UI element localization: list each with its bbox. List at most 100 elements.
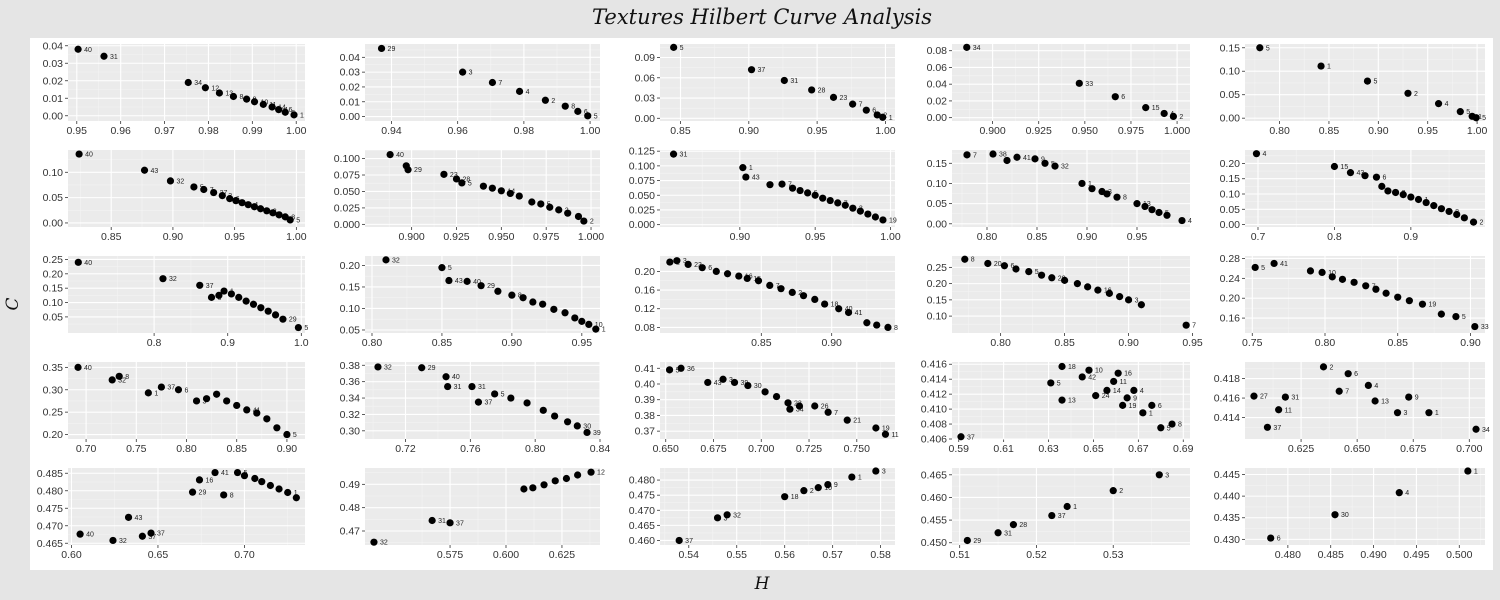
point-label: 8: [291, 214, 295, 221]
point-label: 4: [1140, 388, 1144, 395]
x-tick-label: 0.98: [514, 125, 535, 137]
data-point: [1407, 193, 1415, 201]
point-label: 7: [498, 80, 502, 87]
panel-4: 0.900 0.925 0.950 0.975 1.000 0.00 0.02 0.04 0.0…: [927, 43, 1190, 137]
y-tick-label: 0.30: [43, 384, 64, 396]
y-tick-label: 0.000: [629, 219, 655, 231]
data-point: [1422, 198, 1430, 207]
x-tick-label: 1.000: [1164, 125, 1190, 137]
point-label: 1: [300, 112, 304, 119]
point-label: 40: [84, 365, 92, 372]
y-tick-label: 0.475: [629, 490, 655, 502]
data-point: [564, 209, 572, 217]
x-tick-label: 0.65: [148, 549, 169, 561]
y-tick-label: 0.20: [43, 429, 64, 441]
x-tick-label: 0.95: [1182, 337, 1203, 349]
panel-19: 0.59 0.61 0.63 0.65 0.67 0.69 0.406 0.408 0.410 0…: [921, 359, 1194, 455]
panel-10: 0.70.80.90.000.050.100.150.204154363182: [1220, 150, 1485, 243]
y-tick-label: 0.05: [43, 311, 64, 323]
data-point: [824, 408, 832, 416]
point-label: 24: [1102, 393, 1110, 400]
point-label: 32: [119, 538, 127, 545]
data-point: [192, 397, 201, 405]
data-point: [856, 207, 864, 215]
y-tick-label: 0.25: [927, 262, 948, 274]
point-label: 8: [1178, 422, 1182, 429]
point-label: 30: [1341, 512, 1349, 519]
x-tick-label: 0.725: [796, 443, 822, 455]
x-tick-label: 0.76: [460, 443, 481, 455]
data-point: [808, 86, 816, 94]
data-point: [800, 487, 808, 495]
point-label: 4: [1262, 151, 1266, 158]
panel-17: 0.72 0.76 0.80 0.84 0.30 0.32 0.34 0.36 0.38 32 29…: [340, 360, 611, 455]
data-point: [220, 287, 228, 295]
y-tick-label: 0.025: [334, 202, 360, 214]
data-point: [159, 275, 167, 283]
y-tick-label: 0.15: [340, 281, 361, 293]
data-point: [195, 476, 204, 484]
data-point: [1103, 190, 1111, 198]
point-label: 18: [791, 494, 799, 501]
x-tick-label: 0.750: [844, 443, 870, 455]
x-tick-label: 0.495: [1403, 549, 1429, 561]
point-label: 3: [882, 469, 886, 476]
y-tick-label: 0.38: [635, 410, 656, 422]
data-point: [244, 201, 252, 209]
data-point: [669, 150, 678, 158]
data-point: [269, 209, 277, 217]
point-label: 2: [1179, 114, 1183, 121]
data-point: [777, 285, 785, 293]
data-point: [963, 536, 971, 545]
data-point: [744, 381, 752, 390]
y-tick-label: 0.48: [340, 502, 361, 514]
data-point: [275, 211, 283, 219]
panel-6: 0.850.900.951.000.000.050.10404332572736…: [43, 150, 307, 243]
data-point: [1048, 511, 1056, 520]
point-label: 7: [788, 182, 792, 189]
point-label: 31: [1004, 530, 1012, 537]
point-label: 19: [882, 426, 890, 433]
y-tick-label: 0.49: [340, 479, 361, 491]
point-label: 6: [584, 109, 588, 116]
x-tick-label: 0.85: [1319, 125, 1340, 137]
point-label: 38: [999, 152, 1007, 159]
point-label: 7: [1345, 389, 1349, 396]
point-label: 37: [1058, 513, 1066, 520]
data-point: [184, 78, 192, 87]
y-tick-label: 0.470: [629, 505, 655, 517]
x-axis-title: H: [754, 574, 771, 594]
point-label: 37: [206, 283, 214, 290]
data-point: [250, 203, 258, 211]
data-point: [1124, 296, 1133, 304]
data-point: [271, 311, 280, 319]
data-point: [583, 428, 591, 437]
data-point: [1003, 156, 1011, 165]
data-point: [873, 321, 881, 329]
data-point: [257, 304, 265, 312]
y-tick-label: 0.05: [1220, 89, 1241, 101]
data-point: [587, 468, 595, 476]
y-tick-label: 0.416: [1214, 393, 1240, 405]
point-label: 9: [1133, 395, 1137, 402]
x-tick-label: 0.85: [1027, 231, 1048, 243]
point-label: 37: [685, 538, 693, 545]
data-point: [781, 493, 789, 501]
data-point: [124, 513, 133, 521]
y-tick-label: 0.10: [1220, 189, 1241, 201]
data-point: [382, 256, 390, 264]
y-tick-label: 0.08: [927, 45, 948, 57]
y-tick-label: 0.445: [1214, 469, 1240, 481]
point-label: 1: [858, 475, 862, 482]
point-label: 2: [1330, 364, 1334, 371]
data-point: [1425, 409, 1433, 417]
data-point: [580, 217, 588, 225]
panel-background: [660, 362, 895, 439]
data-point: [1058, 362, 1066, 371]
y-tick-label: 0.10: [927, 311, 948, 323]
data-point: [730, 378, 739, 387]
data-point: [1061, 276, 1069, 284]
y-tick-label: 0.408: [921, 419, 947, 431]
data-point: [1058, 396, 1066, 404]
point-label: 16: [205, 477, 213, 484]
